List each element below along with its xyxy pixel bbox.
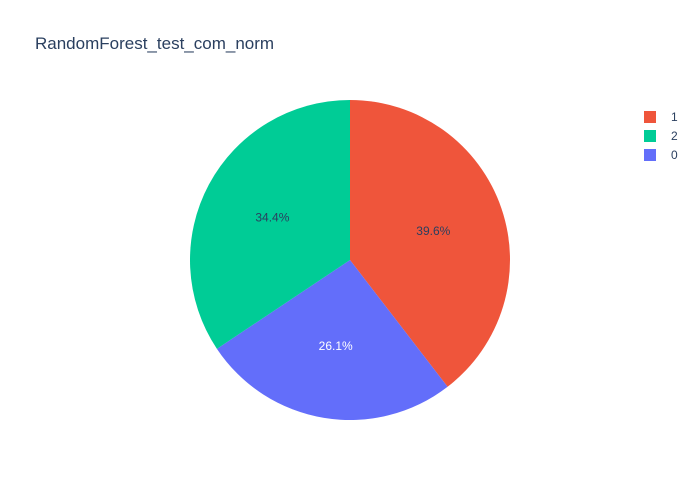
legend-swatch (644, 111, 656, 123)
legend-item[interactable]: 2 (644, 126, 678, 145)
legend-item[interactable]: 0 (644, 145, 678, 164)
legend-label: 2 (671, 129, 678, 143)
legend-swatch (644, 149, 656, 161)
legend: 1 2 0 (644, 107, 678, 164)
pie-slices (190, 100, 510, 420)
legend-item[interactable]: 1 (644, 107, 678, 126)
slice-percent-label: 39.6% (416, 224, 450, 238)
slice-percent-label: 26.1% (319, 339, 353, 353)
legend-label: 0 (671, 148, 678, 162)
legend-swatch (644, 130, 656, 142)
legend-label: 1 (671, 110, 678, 124)
slice-percent-label: 34.4% (255, 211, 289, 225)
